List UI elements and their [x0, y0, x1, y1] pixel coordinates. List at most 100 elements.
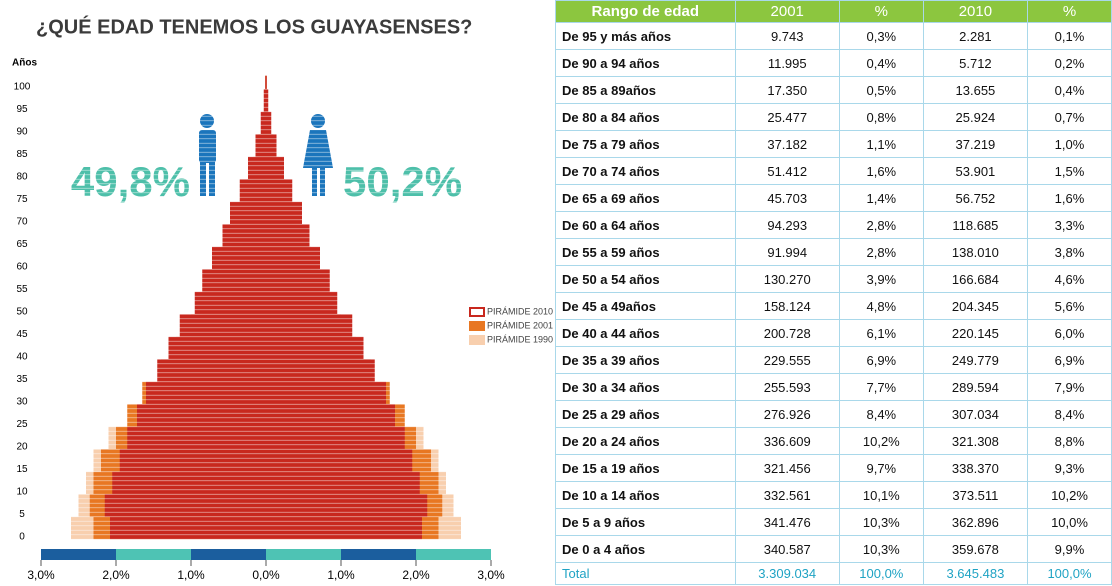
table-cell: 276.926: [734, 400, 840, 428]
bar-left: [239, 179, 266, 202]
bar-right: [266, 224, 310, 247]
table-cell: 359.678: [922, 535, 1029, 563]
table-cell: 13.655: [922, 76, 1029, 104]
table-cell: De 40 a 44 años: [555, 319, 736, 347]
y-tick-label: 0: [19, 532, 25, 543]
table-row: De 70 a 74 años 51.412 1,6% 53.901 1,5%: [555, 157, 1112, 185]
bar-right: [266, 111, 272, 135]
table-cell: 373.511: [922, 481, 1029, 509]
bar-right: [266, 426, 405, 450]
table-cell: 249.779: [922, 346, 1029, 374]
x-tick-label: 2,0%: [102, 568, 130, 582]
table-row: De 5 a 9 años 341.476 10,3% 362.896 10,0%: [555, 508, 1112, 536]
bar-left: [179, 314, 266, 337]
table-cell: 37.219: [922, 130, 1029, 158]
bar-left: [127, 426, 266, 450]
table-cell: 0,4%: [1027, 76, 1112, 104]
table-cell: 3,3%: [1027, 211, 1112, 239]
table-cell: 51.412: [734, 157, 840, 185]
bar-right: [266, 314, 353, 337]
table-cell: 9,7%: [838, 454, 924, 482]
table-cell: 53.901: [922, 157, 1029, 185]
y-tick-label: 30: [16, 397, 28, 408]
table-cell: 229.555: [734, 346, 840, 374]
table-cell: De 45 a 49años: [555, 292, 736, 320]
table-cell: %: [1027, 0, 1112, 23]
table-cell: 166.684: [922, 265, 1029, 293]
table-cell: 25.477: [734, 103, 840, 131]
y-tick-label: 60: [16, 262, 28, 273]
bar-right: [266, 359, 375, 382]
bar-right: [266, 291, 338, 315]
age-table: Rango de edad 2001% 2010% De 95 y más años 9…: [555, 0, 1112, 585]
bar-right: [266, 404, 395, 427]
bar-left: [212, 246, 266, 270]
men-share: 49,8%: [71, 158, 190, 205]
table-row: De 85 a 89años 17.350 0,5% 13.655 0,4%: [555, 76, 1112, 104]
chart: ¿QUÉ EDAD TENEMOS LOS GUAYASENSES? Años …: [12, 15, 553, 582]
table-row: De 35 a 39 años 229.555 6,9% 249.779 6,9%: [555, 346, 1112, 374]
table-cell: 9,9%: [1027, 535, 1112, 563]
table-cell: 118.685: [922, 211, 1029, 239]
table-row: De 40 a 44 años 200.728 6,1% 220.145 6,0%: [555, 319, 1112, 347]
women-share: 50,2%: [343, 158, 462, 205]
table-row: De 55 a 59 años 91.994 2,8% 138.010 3,8%: [555, 238, 1112, 266]
table-cell: De 10 a 14 años: [555, 481, 736, 509]
table-cell: De 70 a 74 años: [555, 157, 736, 185]
table-cell: 220.145: [922, 319, 1029, 347]
table-cell: De 90 a 94 años: [555, 49, 736, 77]
x-tick-label: 1,0%: [177, 568, 205, 582]
table-cell: 321.456: [734, 454, 840, 482]
table-cell: 2,8%: [838, 211, 924, 239]
y-tick-label: 95: [16, 104, 28, 115]
table-cell: Rango de edad: [555, 0, 736, 23]
table-cell: 1,5%: [1027, 157, 1112, 185]
y-tick-label: 65: [16, 239, 28, 250]
table-row: De 65 a 69 años 45.703 1,4% 56.752 1,6%: [555, 184, 1112, 212]
table-cell: 307.034: [922, 400, 1029, 428]
table-row: De 10 a 14 años 332.561 10,1% 373.511 10,2%: [555, 481, 1112, 509]
table-cell: 1,4%: [838, 184, 924, 212]
y-tick-label: 40: [16, 352, 28, 363]
y-tick-label: 55: [16, 284, 28, 295]
y-tick-label: 70: [16, 217, 28, 228]
table-cell: 3.309.034: [734, 562, 840, 585]
table-cell: 7,7%: [838, 373, 924, 401]
y-tick-label: 85: [16, 149, 28, 160]
table-cell: 10,2%: [838, 427, 924, 455]
bar-right: [266, 179, 293, 202]
table-cell: 130.270: [734, 265, 840, 293]
table-cell: 204.345: [922, 292, 1029, 320]
table-cell: 94.293: [734, 211, 840, 239]
bar-left: [230, 201, 266, 225]
table-cell: 6,9%: [838, 346, 924, 374]
table-cell: 200.728: [734, 319, 840, 347]
table-cell: 255.593: [734, 373, 840, 401]
table-cell: 10,3%: [838, 508, 924, 536]
legend-swatch: [469, 335, 485, 345]
table-cell: 8,4%: [838, 400, 924, 428]
table-cell: 2,8%: [838, 238, 924, 266]
y-tick-label: 10: [16, 487, 28, 498]
bar-left: [255, 134, 266, 157]
y-tick-label: 75: [16, 194, 28, 205]
y-tick-label: 20: [16, 442, 28, 453]
x-tick-label: 0,0%: [252, 568, 280, 582]
table-cell: 0,3%: [838, 22, 924, 50]
table-cell: De 15 a 19 años: [555, 454, 736, 482]
table-cell: 0,7%: [1027, 103, 1112, 131]
table-cell: 362.896: [922, 508, 1029, 536]
table-cell: 5.712: [922, 49, 1029, 77]
table-cell: 321.308: [922, 427, 1029, 455]
x-axis-band: [41, 549, 491, 560]
table-cell: 340.587: [734, 535, 840, 563]
bar-left: [222, 224, 266, 247]
table-cell: 3.645.483: [922, 562, 1029, 585]
table-cell: 332.561: [734, 481, 840, 509]
table-cell: 2010: [922, 0, 1029, 23]
bar-left: [157, 359, 266, 382]
table-row: De 75 a 79 años 37.182 1,1% 37.219 1,0%: [555, 130, 1112, 158]
y-tick-label: 25: [16, 419, 28, 430]
table-cell: De 85 a 89años: [555, 76, 736, 104]
